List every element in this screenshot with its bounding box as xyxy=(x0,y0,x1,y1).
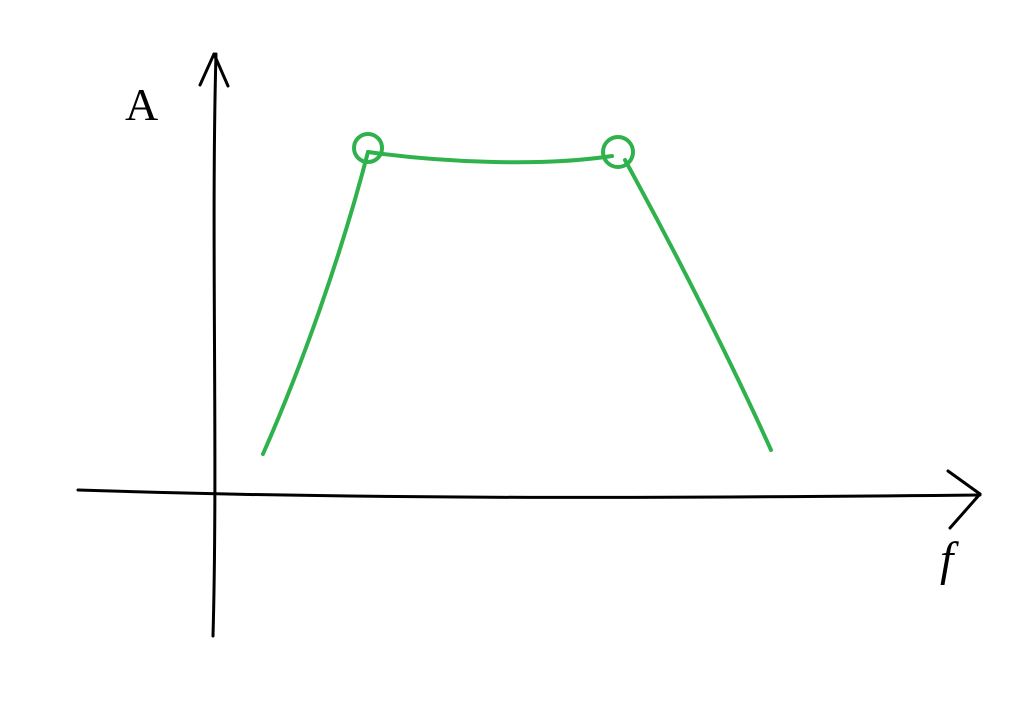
curve-segment-0 xyxy=(263,152,368,454)
x-axis-label: f xyxy=(940,533,959,586)
axes xyxy=(78,54,980,636)
y-axis-label: A xyxy=(125,79,158,130)
curve-segment-2 xyxy=(625,160,771,450)
frequency-response-chart: Af xyxy=(0,0,1030,726)
y-axis-arrow-left xyxy=(200,54,214,85)
corner-marker-1 xyxy=(603,137,633,167)
x-axis-arrow-bottom xyxy=(950,494,980,528)
y-axis xyxy=(213,54,216,636)
x-axis-arrow-top xyxy=(948,471,980,494)
response-curve xyxy=(263,134,771,454)
curve-segment-1 xyxy=(368,152,612,162)
